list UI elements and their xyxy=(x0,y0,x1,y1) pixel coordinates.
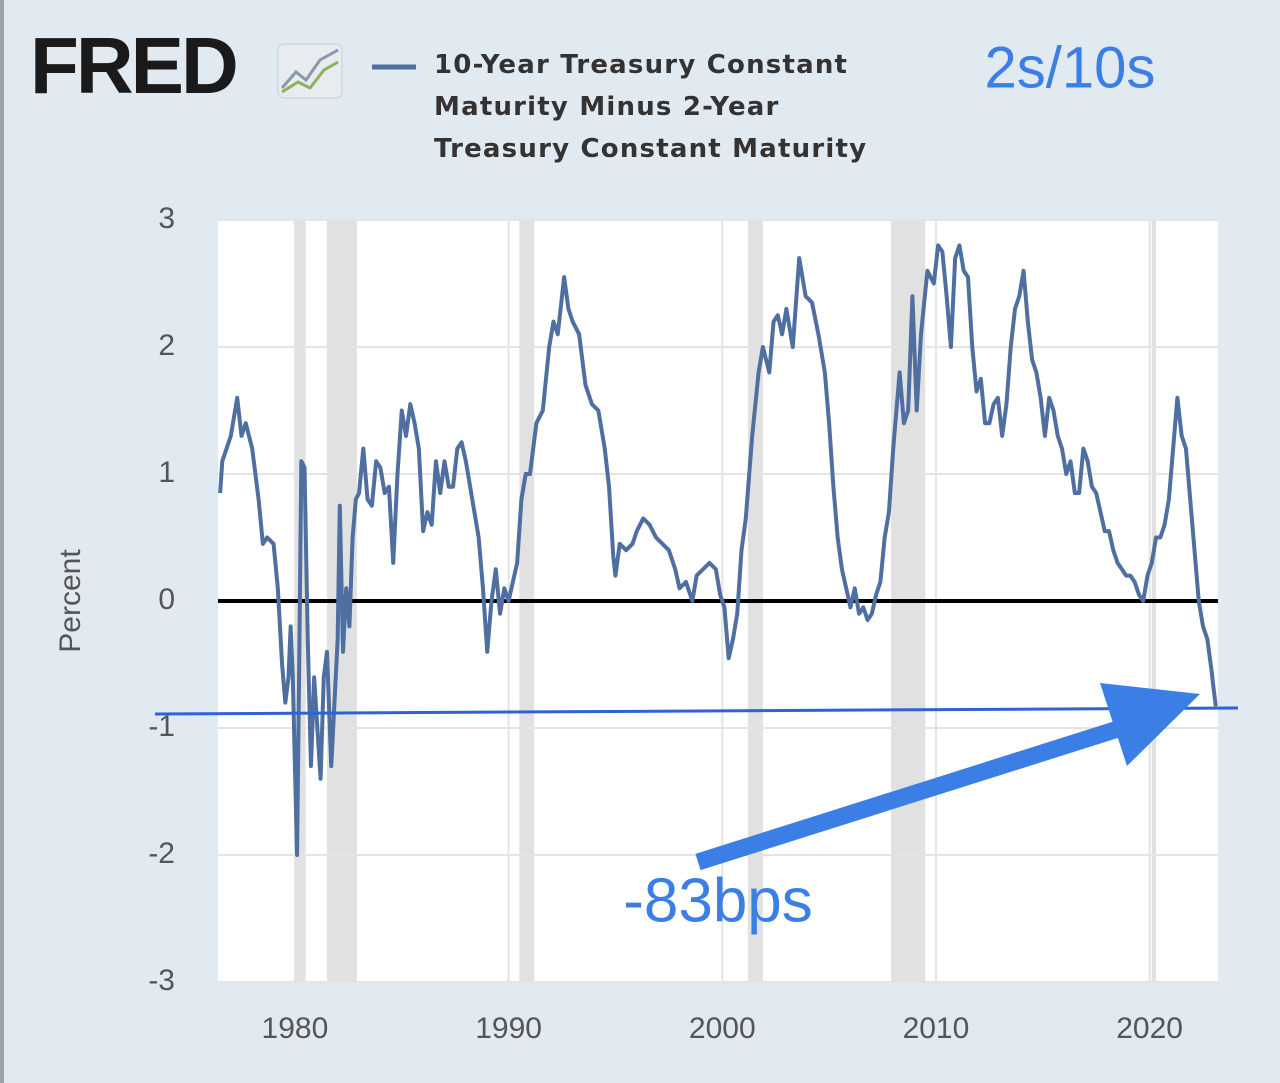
arrow xyxy=(695,683,1200,871)
x-tick-label: 1990 xyxy=(475,1012,542,1045)
left-edge xyxy=(0,0,4,1083)
y-tick-label: 2 xyxy=(158,329,175,362)
annotation-level: -83bps xyxy=(623,866,813,935)
y-tick-label: -2 xyxy=(148,837,175,870)
data-line xyxy=(218,243,1218,857)
level-line xyxy=(154,706,1239,716)
x-tick-label: 2000 xyxy=(689,1012,756,1045)
y-axis-label: Percent xyxy=(54,549,87,653)
logo: FRED xyxy=(30,21,236,110)
logo-icon xyxy=(277,43,343,99)
y-tick-label: 1 xyxy=(158,456,175,489)
x-tick-label: 1980 xyxy=(262,1012,329,1045)
y-tick-label: 3 xyxy=(158,202,175,235)
x-tick-label: 2010 xyxy=(903,1012,970,1045)
annotation-title: 2s/10s xyxy=(985,35,1156,100)
y-tick-label: -3 xyxy=(148,964,175,997)
x-tick-label: 2020 xyxy=(1116,1012,1183,1045)
y-tick-label: 0 xyxy=(158,583,175,616)
y-tick-label: -1 xyxy=(148,710,175,743)
legend-label: 10-Year Treasury Constant Maturity Minus… xyxy=(434,50,868,164)
